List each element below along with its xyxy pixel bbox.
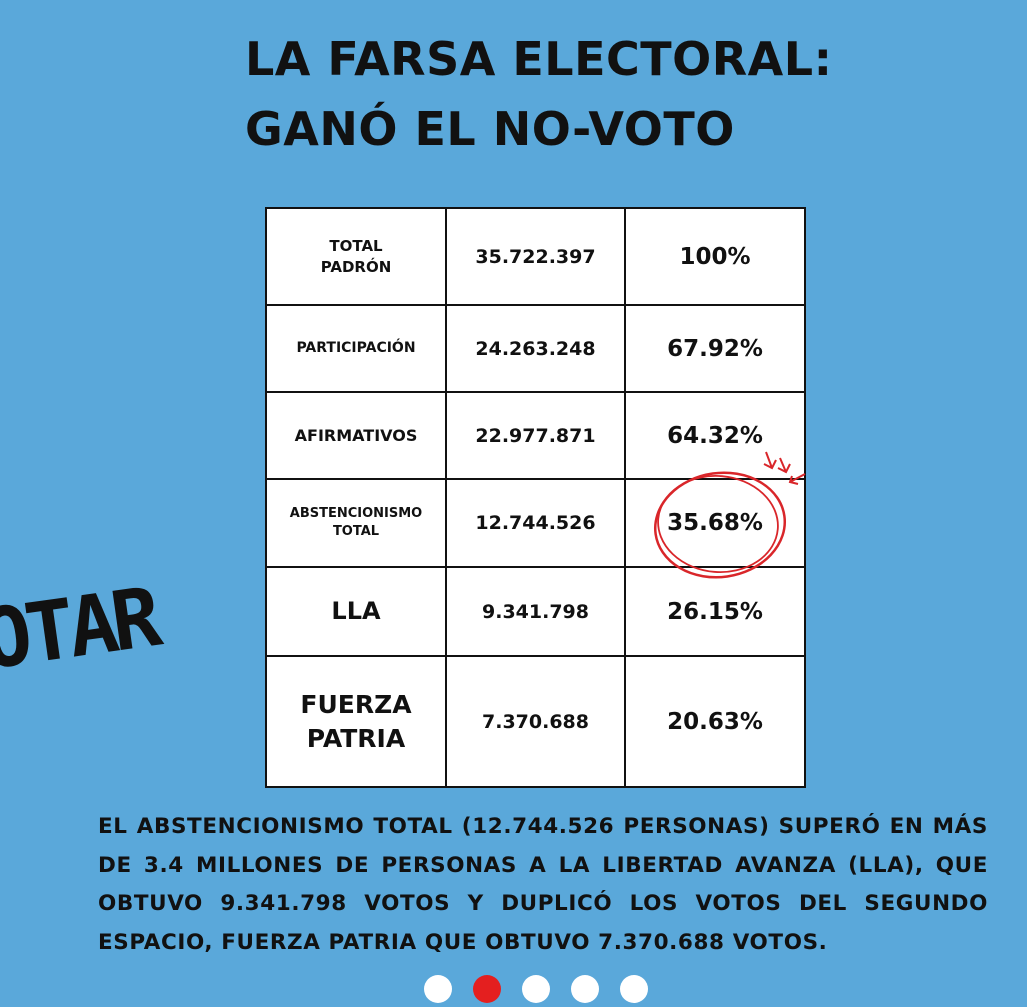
page-dot-active[interactable]: [473, 975, 501, 1003]
results-table: TOTAL PADRÓN 35.722.397 100% PARTICIPACIÓN 24…: [265, 207, 806, 788]
label-line: PARTICIPACIÓN: [296, 340, 416, 357]
page-dot[interactable]: [620, 975, 648, 1003]
vote-percent: 26.15%: [624, 566, 806, 657]
page-dot[interactable]: [571, 975, 599, 1003]
row-label: FUERZA PATRIA: [265, 655, 447, 788]
label-line: PADRÓN: [320, 257, 392, 276]
table-row: TOTAL PADRÓN 35.722.397 100%: [265, 207, 806, 306]
vote-percent: 20.63%: [624, 655, 806, 788]
label-line: FUERZA: [300, 689, 412, 719]
body-text: EL ABSTENCIONISMO TOTAL (12.744.526 PERS…: [98, 814, 988, 955]
label-line: ABSTENCIONISMO: [289, 506, 423, 522]
background-scrawl: OTAR: [0, 570, 162, 689]
label-line: PATRIA: [306, 723, 406, 753]
page-dot[interactable]: [424, 975, 452, 1003]
title-line: GANÓ EL NO-VOTO: [245, 102, 735, 156]
label-line: TOTAL: [332, 524, 380, 539]
table-row: LLA 9.341.798 26.15%: [265, 566, 806, 657]
label-line: AFIRMATIVOS: [294, 425, 418, 445]
row-label: PARTICIPACIÓN: [265, 304, 447, 393]
table-row: AFIRMATIVOS 22.977.871 64.32%: [265, 391, 806, 480]
table-row: PARTICIPACIÓN 24.263.248 67.92%: [265, 304, 806, 393]
vote-count: 7.370.688: [445, 655, 626, 788]
red-circle-annotation: [653, 451, 806, 579]
label-line: TOTAL: [329, 237, 383, 256]
vote-percent: 64.32%: [624, 391, 806, 480]
vote-count: 24.263.248: [445, 304, 626, 393]
vote-percent: 100%: [624, 207, 806, 306]
vote-count: 9.341.798: [445, 566, 626, 657]
row-label: LLA: [265, 566, 447, 657]
vote-count: 35.722.397: [445, 207, 626, 306]
table-row: ABSTENCIONISMO TOTAL 12.744.526 35.68%: [265, 478, 806, 568]
title-line: LA FARSA ELECTORAL:: [245, 32, 833, 86]
row-label: AFIRMATIVOS: [265, 391, 447, 480]
vote-count: 22.977.871: [445, 391, 626, 480]
table-row: FUERZA PATRIA 7.370.688 20.63%: [265, 655, 806, 788]
vote-count: 12.744.526: [445, 478, 626, 568]
row-label: ABSTENCIONISMO TOTAL: [265, 478, 447, 568]
label-line: LLA: [331, 597, 381, 626]
vote-percent: 67.92%: [624, 304, 806, 393]
page-dot[interactable]: [522, 975, 550, 1003]
row-label: TOTAL PADRÓN: [265, 207, 447, 306]
pagination: [424, 975, 648, 1003]
